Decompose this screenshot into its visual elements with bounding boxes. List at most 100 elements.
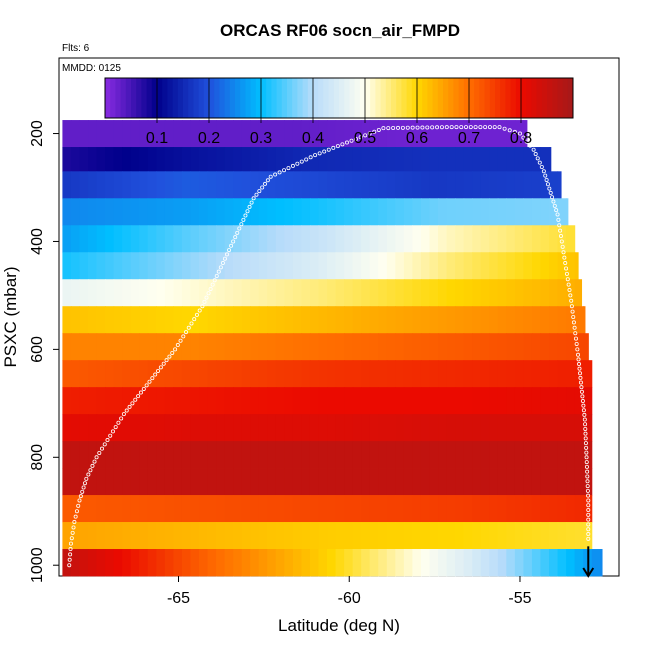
heat-cell	[446, 225, 456, 253]
heat-cell	[267, 225, 277, 253]
heat-cell	[284, 147, 294, 172]
heat-cell	[70, 549, 81, 577]
track-point	[224, 252, 229, 257]
heat-cell	[344, 360, 354, 388]
heat-cell	[327, 441, 337, 469]
heat-cell	[557, 468, 567, 496]
heat-cell	[514, 120, 524, 148]
heat-cell	[472, 333, 482, 361]
heat-cell	[489, 225, 499, 253]
heat-cell	[403, 387, 414, 415]
heat-cell	[181, 414, 192, 442]
heat-cell	[472, 549, 482, 577]
colorbar-segment	[245, 78, 252, 118]
heat-cell	[164, 414, 174, 442]
heat-cell	[301, 306, 311, 334]
heat-cell	[472, 120, 482, 148]
heat-cell	[463, 279, 473, 307]
colorbar-segment	[463, 78, 470, 118]
track-point	[161, 361, 166, 366]
heat-cell	[164, 441, 174, 469]
heat-cell	[258, 225, 268, 253]
heat-cell	[352, 147, 362, 172]
heat-cell	[199, 387, 209, 415]
track-point	[586, 498, 591, 503]
colorbar-tick-label: 0.4	[302, 130, 324, 147]
heat-cell	[130, 252, 140, 280]
heat-cell	[335, 414, 345, 442]
colorbar-segment	[396, 78, 402, 118]
heat-cell	[224, 360, 234, 388]
heat-cell	[523, 441, 533, 469]
heat-cell	[199, 495, 209, 523]
heat-cell	[566, 252, 576, 280]
heat-cell	[506, 360, 516, 388]
track-point	[158, 365, 163, 370]
track-point	[581, 408, 586, 413]
colorbar-segment	[292, 78, 298, 118]
heat-cell	[292, 468, 303, 496]
heat-cell	[378, 522, 388, 550]
heat-cell	[506, 522, 516, 550]
heat-cell	[574, 306, 584, 334]
heat-cell	[190, 198, 200, 226]
heat-cell	[284, 414, 294, 442]
heat-cell	[258, 252, 268, 280]
heat-cell	[549, 225, 559, 253]
heat-cell	[574, 468, 584, 496]
heat-cell	[438, 198, 448, 226]
heat-cell	[309, 225, 320, 253]
heat-cell	[216, 306, 226, 334]
heat-cell	[292, 252, 303, 280]
track-point	[420, 125, 425, 130]
heat-cell	[70, 252, 81, 280]
track-point	[124, 408, 129, 413]
heat-cell	[497, 414, 507, 442]
heat-cell	[190, 522, 200, 550]
heat-cell	[574, 441, 584, 469]
heat-cell	[472, 522, 482, 550]
heat-cell	[395, 120, 405, 148]
heat-cell	[284, 279, 294, 307]
heat-cell	[523, 171, 533, 199]
heat-cell	[241, 468, 251, 496]
heat-cell	[403, 495, 414, 523]
heat-cell	[207, 147, 217, 172]
heat-cell	[455, 147, 465, 172]
heat-cell	[233, 549, 243, 577]
track-point	[239, 222, 244, 227]
heat-cell	[190, 225, 200, 253]
heat-cell	[147, 387, 157, 415]
heat-cell	[446, 147, 456, 172]
track-point	[545, 182, 550, 187]
track-point	[71, 525, 76, 530]
heat-cell	[395, 198, 405, 226]
heat-cell	[233, 252, 243, 280]
track-point	[68, 552, 73, 557]
colorbar-segment	[380, 78, 387, 118]
heat-cell	[523, 495, 533, 523]
heat-cell	[199, 171, 209, 199]
track-point	[247, 204, 252, 209]
heat-cell	[130, 333, 140, 361]
heat-cell	[344, 120, 354, 148]
heat-cell	[480, 414, 490, 442]
heat-cell	[540, 522, 550, 550]
heat-cell	[446, 171, 456, 199]
heat-cell	[309, 198, 320, 226]
heat-cell	[463, 252, 473, 280]
heat-cell	[395, 333, 405, 361]
track-point	[584, 445, 589, 450]
heat-cell	[292, 306, 303, 334]
heat-cell	[164, 171, 174, 199]
track-point	[178, 338, 183, 343]
heat-cell	[318, 120, 328, 148]
track-point	[562, 255, 567, 260]
heat-cell	[361, 171, 371, 199]
heat-cell	[361, 468, 371, 496]
heat-cell	[122, 252, 132, 280]
heat-cell	[557, 198, 567, 226]
heat-cell	[284, 252, 294, 280]
heat-cell	[275, 252, 285, 280]
heat-cell	[531, 441, 542, 469]
